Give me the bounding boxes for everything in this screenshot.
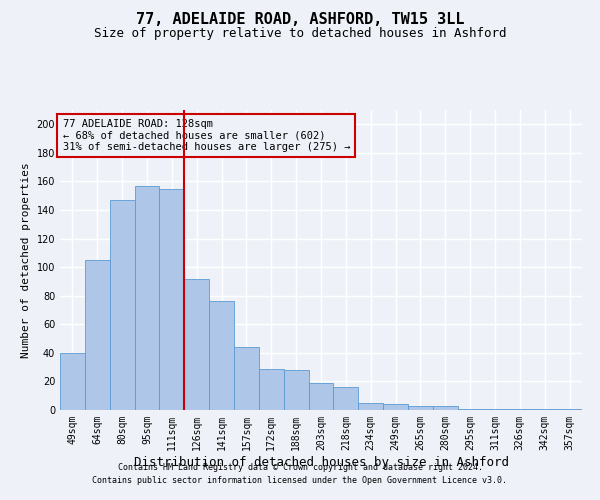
Bar <box>532 408 557 410</box>
Bar <box>259 368 284 410</box>
Bar <box>134 186 160 410</box>
Bar <box>458 408 482 410</box>
Bar <box>234 347 259 410</box>
Text: Contains HM Land Registry data © Crown copyright and database right 2024.: Contains HM Land Registry data © Crown c… <box>118 464 482 472</box>
Bar <box>433 406 458 410</box>
Bar <box>160 188 184 410</box>
Bar <box>408 406 433 410</box>
Text: 77 ADELAIDE ROAD: 128sqm
← 68% of detached houses are smaller (602)
31% of semi-: 77 ADELAIDE ROAD: 128sqm ← 68% of detach… <box>62 119 350 152</box>
Bar <box>308 383 334 410</box>
Bar <box>508 408 532 410</box>
Bar <box>334 387 358 410</box>
Bar <box>209 302 234 410</box>
Bar <box>358 403 383 410</box>
Text: 77, ADELAIDE ROAD, ASHFORD, TW15 3LL: 77, ADELAIDE ROAD, ASHFORD, TW15 3LL <box>136 12 464 28</box>
Y-axis label: Number of detached properties: Number of detached properties <box>21 162 31 358</box>
Bar <box>482 408 508 410</box>
Bar <box>110 200 134 410</box>
X-axis label: Distribution of detached houses by size in Ashford: Distribution of detached houses by size … <box>133 456 509 468</box>
Bar <box>184 278 209 410</box>
Bar <box>284 370 308 410</box>
Text: Size of property relative to detached houses in Ashford: Size of property relative to detached ho… <box>94 28 506 40</box>
Text: Contains public sector information licensed under the Open Government Licence v3: Contains public sector information licen… <box>92 476 508 485</box>
Bar <box>60 353 85 410</box>
Bar <box>85 260 110 410</box>
Bar <box>383 404 408 410</box>
Bar <box>557 408 582 410</box>
